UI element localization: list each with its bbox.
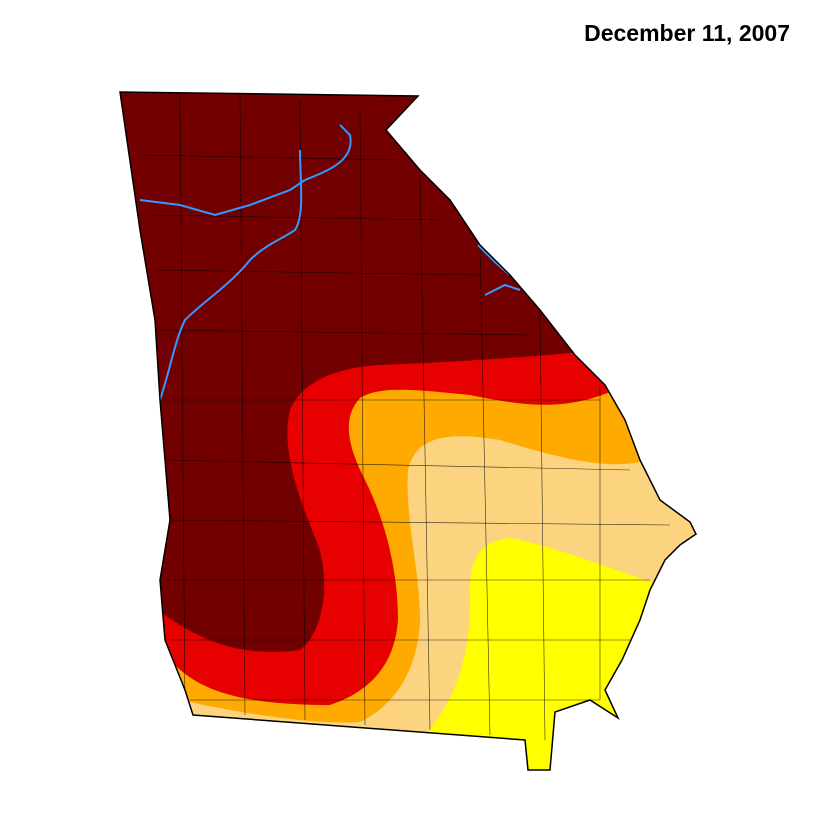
- rivers: [139, 124, 521, 401]
- map-date-title: December 11, 2007: [584, 20, 790, 46]
- etowah-coosa-river: [139, 179, 306, 217]
- county-lines: [139, 94, 671, 741]
- chattooga-river: [304, 124, 352, 181]
- chattahoochee-river: [159, 149, 303, 401]
